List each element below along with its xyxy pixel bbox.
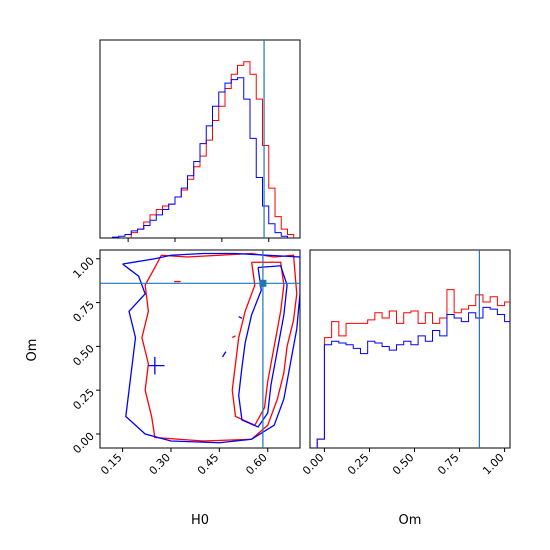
x-tick-label: 0.30 (147, 451, 174, 478)
blue-contour-4 (222, 351, 227, 358)
om-marginal-ticks: 0.00 0.25 0.50 0.75 1.00 (300, 448, 507, 477)
blue-om-histogram (316, 306, 510, 448)
om-x-tick-label: 0.25 (345, 451, 372, 478)
om-xlabel: Om (399, 513, 422, 528)
blue-contour-1 (238, 265, 288, 428)
h0-marginal-frame (99, 39, 301, 239)
x-tick-label: 0.60 (243, 451, 270, 478)
joint-panel: 0.15 0.30 0.45 0.600.000.250.500.751.00 H0 … (25, 249, 301, 528)
om-marginal-panel: 0.00 0.25 0.50 0.75 1.00 Om (300, 249, 511, 528)
truth-marker (259, 279, 267, 287)
y-tick-label: 0.75 (70, 298, 97, 325)
om-x-tick-label: 0.75 (435, 451, 462, 478)
om-x-tick-label: 1.00 (480, 451, 507, 478)
red-contour-3 (231, 335, 236, 339)
x-tick-label: 0.45 (195, 451, 222, 478)
x-tick-label: 0.15 (98, 451, 125, 478)
h0-marginal-series (112, 40, 295, 238)
y-tick-label: 0.50 (70, 342, 97, 369)
om-hist-group (316, 250, 510, 448)
y-tick-label: 0.25 (70, 386, 97, 413)
y-tick-label: 1.00 (70, 255, 97, 282)
om-x-tick-label: 0.50 (390, 451, 417, 478)
contour-group (100, 250, 300, 448)
om-x-tick-label: 0.00 (300, 451, 327, 478)
h0-marginal-ticks (127, 238, 270, 242)
blue-contour-5 (238, 316, 243, 319)
joint-ylabel: Om (25, 339, 40, 362)
om-marginal-series (316, 250, 510, 448)
h0-marginal-panel (99, 39, 301, 242)
om-marginal-frame (309, 249, 511, 449)
joint-frame (99, 249, 301, 449)
blue-h0-histogram (112, 77, 288, 238)
red-om-histogram (316, 289, 510, 448)
joint-contours (100, 250, 300, 448)
y-tick-label: 0.00 (70, 430, 97, 457)
joint-xlabel: H0 (191, 513, 209, 528)
red-h0-histogram (130, 61, 295, 238)
